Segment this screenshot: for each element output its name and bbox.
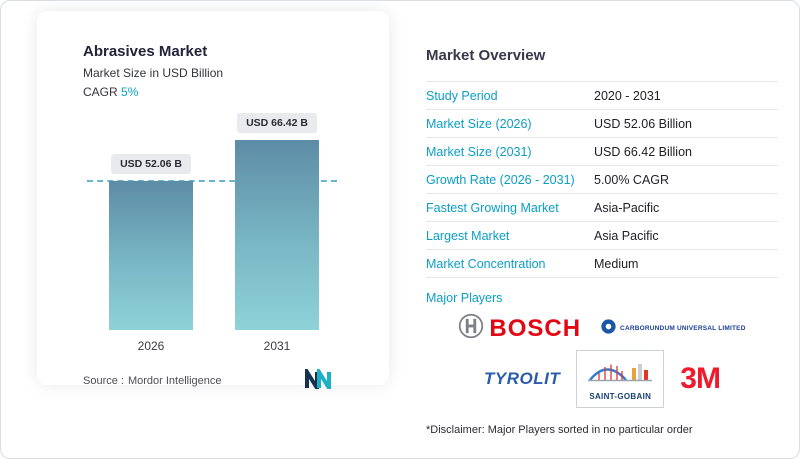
bar-group-2026: USD 52.06 B xyxy=(109,154,193,330)
source-row: Source : Mordor Intelligence xyxy=(83,365,333,395)
bar-2031 xyxy=(235,140,319,330)
category-label: 2026 xyxy=(137,339,165,353)
table-row: Market Size (2026) USD 52.06 Billion xyxy=(426,110,778,138)
bar-value-label: USD 66.42 B xyxy=(237,113,317,133)
row-label: Market Size (2026) xyxy=(426,117,532,131)
table-row: Study Period 2020 - 2031 xyxy=(426,82,778,110)
row-label: Market Concentration xyxy=(426,257,546,271)
bosch-logo: BOSCH xyxy=(458,313,581,344)
cagr-label: CAGR xyxy=(83,85,118,99)
cagr-line: CAGR 5% xyxy=(83,85,389,99)
source-label: Source : xyxy=(83,374,124,387)
row-value: USD 52.06 Billion xyxy=(594,117,692,131)
row-value: 5.00% CAGR xyxy=(594,173,670,187)
cumi-wordmark: CARBORUNDUM UNIVERSAL LIMITED xyxy=(620,325,746,332)
row-value: 2020 - 2031 xyxy=(594,89,661,103)
tyrolit-wordmark: TYROLIT xyxy=(484,369,561,388)
row-value: USD 66.42 Billion xyxy=(594,145,692,159)
row-value: Asia-Pacific xyxy=(594,201,660,215)
source-value: Mordor Intelligence xyxy=(127,374,222,387)
chart-header: Abrasives Market Market Size in USD Bill… xyxy=(37,43,389,99)
overview-table: Study Period 2020 - 2031 Market Size (20… xyxy=(426,81,778,278)
reference-dashed-line xyxy=(87,180,337,182)
source-text: Source : Mordor Intelligence xyxy=(83,375,226,387)
chart-title: Abrasives Market xyxy=(83,43,208,60)
market-overview-section: Market Overview Study Period 2020 - 2031… xyxy=(426,1,778,436)
saint-gobain-wordmark: SAINT-GOBAIN xyxy=(589,392,652,401)
table-row: Market Size (2031) USD 66.42 Billion xyxy=(426,138,778,166)
bar-2026 xyxy=(109,181,193,330)
table-row: Largest Market Asia Pacific xyxy=(426,222,778,250)
disclaimer-text: *Disclaimer: Major Players sorted in no … xyxy=(426,424,693,436)
row-label: Fastest Growing Market xyxy=(426,201,559,215)
logo-row: TYROLIT SAINT-GOBAIN 3M xyxy=(426,350,778,408)
row-label: Market Size (2031) xyxy=(426,145,532,159)
category-label: 2031 xyxy=(263,339,291,353)
row-label: Growth Rate (2026 - 2031) xyxy=(426,173,575,187)
carborundum-universal-logo: CARBORUNDUM UNIVERSAL LIMITED xyxy=(601,318,746,339)
bosch-wordmark: BOSCH xyxy=(489,314,582,342)
table-row: Fastest Growing Market Asia-Pacific xyxy=(426,194,778,222)
row-label: Largest Market xyxy=(426,229,510,243)
row-value: Asia Pacific xyxy=(594,229,659,243)
saint-gobain-logo: SAINT-GOBAIN xyxy=(576,350,665,408)
mordor-intelligence-logo-icon xyxy=(303,365,333,395)
table-row: Growth Rate (2026 - 2031) 5.00% CAGR xyxy=(426,166,778,194)
3m-wordmark: 3M xyxy=(680,362,721,395)
logo-row: BOSCH CARBORUNDUM UNIVERSAL LIMITED xyxy=(426,313,778,344)
major-players-logos: BOSCH CARBORUNDUM UNIVERSAL LIMITED TYRO… xyxy=(426,313,778,408)
cumi-emblem-icon xyxy=(601,318,616,339)
bosch-armature-icon xyxy=(458,313,484,344)
row-value: Medium xyxy=(594,257,639,271)
chart-subtitle: Market Size in USD Billion xyxy=(83,66,224,80)
bar-chart: USD 52.06 B USD 66.42 B xyxy=(87,113,337,330)
market-summary-card: Abrasives Market Market Size in USD Bill… xyxy=(37,11,389,395)
bar-group-2031: USD 66.42 B xyxy=(235,113,319,330)
bar-value-label: USD 52.06 B xyxy=(111,154,191,174)
saint-gobain-bridge-icon xyxy=(588,364,653,388)
overview-title: Market Overview xyxy=(426,47,546,64)
row-label: Study Period xyxy=(426,89,498,103)
major-players-label: Major Players xyxy=(426,291,503,305)
x-axis-labels: 2026 2031 xyxy=(95,339,333,353)
cagr-value: 5% xyxy=(121,85,139,99)
table-row: Market Concentration Medium xyxy=(426,250,778,278)
